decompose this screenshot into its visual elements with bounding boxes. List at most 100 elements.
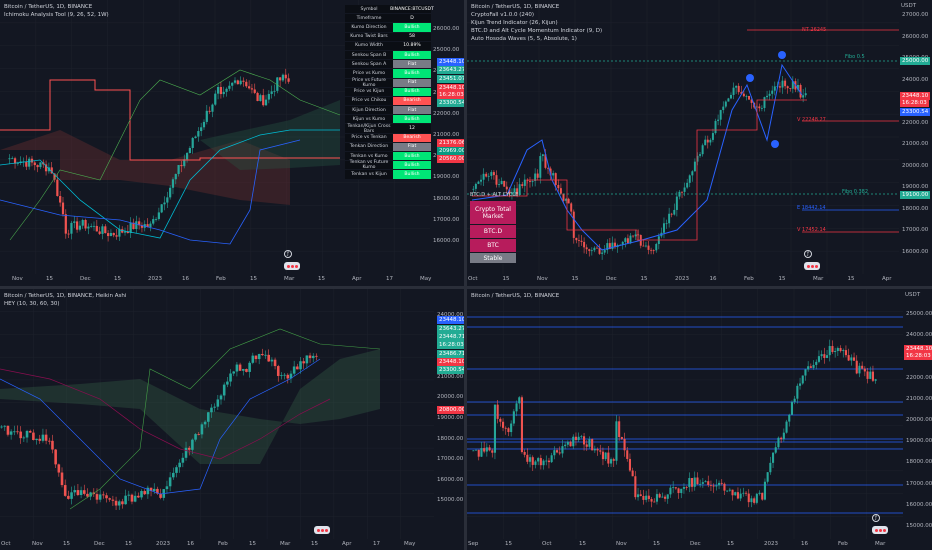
candle-body (95, 494, 99, 500)
chart-canvas-top-right[interactable] (467, 0, 932, 286)
time-axis-label: Apr (342, 541, 352, 547)
candle-body (121, 501, 124, 505)
candle-body (758, 492, 761, 494)
legend-indicator[interactable]: Ichimoku Analysis Tool (9, 26, 52, 1W) (4, 12, 109, 18)
chart-pane-top-left[interactable]: Bitcoin / TetherUS, 1D, BINANCE Ichimoku… (0, 0, 464, 286)
candle-body (802, 95, 805, 98)
legend-symbol[interactable]: Bitcoin / TetherUS, 1D, BINANCE (471, 4, 560, 10)
tradingview-logo-icon[interactable]: ƒ (804, 250, 812, 258)
candle-body (262, 95, 265, 106)
candle-body (101, 226, 104, 234)
legend-symbol[interactable]: Bitcoin / TetherUS, 1D, BINANCE (471, 293, 560, 299)
time-axis-bottom-right[interactable]: Sep 15 Oct 15 Nov 15 Dec 15 2023 16 Feb Mar (467, 539, 903, 550)
candle-body (127, 494, 131, 496)
candle-body (685, 487, 688, 488)
time-axis-label: 15 (114, 276, 121, 282)
candle-body (796, 85, 799, 90)
candle-body (219, 395, 223, 400)
candle-body (16, 162, 19, 164)
candle-body (495, 175, 498, 185)
price-axis-top-right[interactable]: 27000.0026000.0025000.0024000.0023000.00… (899, 0, 932, 286)
legend-indicator[interactable]: HEY (10, 30, 60, 30) (4, 301, 60, 307)
time-axis-label: 2023 (675, 276, 689, 282)
candle-body (572, 211, 575, 238)
candle-body (585, 247, 588, 250)
candle-body (22, 437, 26, 439)
candle-body (149, 223, 152, 227)
candle-body (804, 369, 807, 376)
candle-body (8, 158, 11, 160)
candle-body (623, 438, 626, 451)
pane-divider-vertical[interactable] (464, 0, 467, 550)
time-axis-label: Mar (813, 276, 824, 282)
candle-body (171, 179, 175, 188)
candle-body (626, 450, 629, 459)
chart-canvas-bottom-right[interactable] (467, 289, 932, 550)
price-axis-label: 18000.00 (433, 195, 460, 202)
chart-annotation[interactable]: NT 26245 (802, 27, 827, 33)
candle-body (160, 204, 163, 213)
time-axis-top-right[interactable]: Oct 15 Nov 15 Dec 15 2023 16 Feb 15 Mar 15 Apr (467, 274, 899, 286)
time-axis-bottom-left[interactable]: Oct Nov 15 Dec 15 2023 16 Feb 15 Mar 15 Apr 17 May (0, 539, 434, 550)
candle-body (81, 220, 84, 226)
time-axis-label: Dec (80, 276, 91, 282)
chart-annotation[interactable]: V 22248.27 (797, 117, 826, 123)
pane-divider-horizontal[interactable] (0, 286, 932, 289)
candle-body (611, 242, 614, 250)
chart-pane-bottom-right[interactable]: Bitcoin / TetherUS, 1D, BINANCE USDT 250… (467, 289, 932, 550)
time-axis-top-left[interactable]: Nov 15 Dec 15 2023 16 Feb 15 Mar 15 Apr 17 May (0, 274, 431, 286)
chart-annotation[interactable]: BTC.D + ALT CYCLE (470, 192, 519, 198)
candle-body (498, 184, 501, 185)
candle-body (729, 94, 732, 99)
price-tag: 23486.71 (437, 350, 464, 358)
candle-body (9, 431, 13, 435)
chart-annotation[interactable]: V 17452.14 (797, 227, 826, 233)
legend-indicator-1[interactable]: CryptoFall v1.0.0 (240) (471, 12, 534, 18)
price-axis-bottom-right[interactable]: 25000.0024000.0023000.0022000.0021000.00… (903, 289, 932, 550)
candle-body (222, 91, 225, 95)
candle-body (664, 496, 667, 499)
currency-flag-icon (284, 262, 300, 270)
chart-annotation[interactable]: Fibo 0.5 (845, 54, 865, 60)
candle-body (712, 485, 715, 487)
chart-pane-bottom-left[interactable]: Bitcoin / TetherUS, 1D, BINANCE, Heikin … (0, 289, 464, 550)
legend-symbol[interactable]: Bitcoin / TetherUS, 1D, BINANCE, Heikin … (4, 293, 127, 299)
candle-body (742, 93, 745, 97)
time-axis-label: Dec (94, 541, 105, 547)
candle-body (722, 106, 725, 111)
legend-indicator-3[interactable]: BTC.D and Alt Cycle Momentum Indicator (… (471, 28, 603, 34)
chart-canvas-top-left[interactable] (0, 0, 464, 286)
candle-body (216, 399, 220, 407)
candle-body (283, 374, 286, 376)
tradingview-logo-icon[interactable]: ƒ (284, 250, 292, 258)
chart-annotation[interactable]: E 18442.14 (797, 205, 826, 211)
candle-body (105, 495, 108, 499)
candle-body (238, 364, 242, 371)
chart-annotation[interactable]: Fibo 0.382 (842, 189, 869, 195)
time-axis-label: Nov (537, 276, 548, 282)
candle-body (67, 495, 70, 499)
price-axis-label: 17000.00 (437, 456, 464, 463)
candle-body (763, 481, 766, 500)
chart-pane-top-right[interactable]: Bitcoin / TetherUS, 1D, BINANCE CryptoFa… (467, 0, 932, 286)
candle-body (35, 438, 38, 440)
legend-indicator-2[interactable]: Kijun Trend Indicator (26, Kijun) (471, 20, 558, 26)
candle-body (596, 449, 599, 451)
candle-body (529, 457, 532, 462)
candle-body (642, 245, 645, 247)
tradingview-logo-icon[interactable]: ƒ (872, 514, 880, 522)
candle-body (850, 357, 853, 361)
candle-body (490, 172, 493, 176)
dashboard-value: 58 (393, 32, 431, 41)
legend-indicator-4[interactable]: Auto Hosoda Waves (5, 5, Absolute, 1) (471, 36, 577, 42)
candle-body (137, 495, 140, 498)
candle-body (607, 452, 610, 464)
candle-body (575, 237, 578, 241)
candle-body (650, 249, 653, 251)
candle-body (644, 245, 647, 247)
dashboard-value: 10.89% (393, 41, 431, 50)
legend-symbol[interactable]: Bitcoin / TetherUS, 1D, BINANCE (4, 4, 93, 10)
candle-body (539, 458, 542, 466)
chart-canvas-bottom-left[interactable] (0, 289, 464, 550)
price-axis-label: 22000.00 (902, 119, 929, 126)
